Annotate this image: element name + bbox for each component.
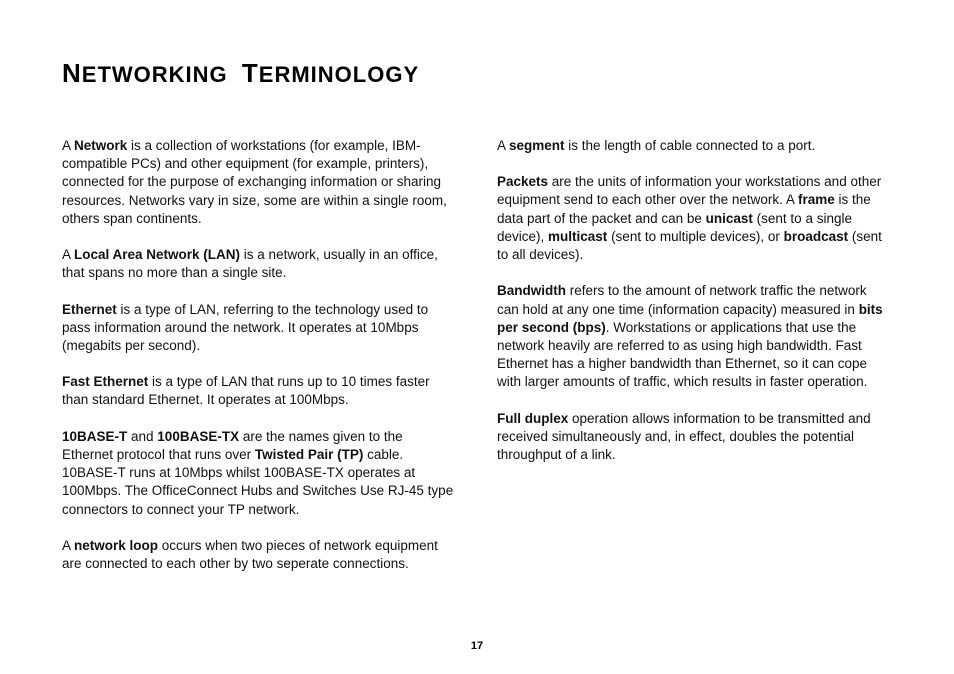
paragraph: A Local Area Network (LAN) is a network,… bbox=[62, 246, 457, 282]
right-column: A segment is the length of cable connect… bbox=[497, 137, 892, 591]
term-network: Network bbox=[74, 138, 127, 153]
heading-rest-1: ETWORKING bbox=[82, 62, 228, 87]
term-100base-tx: 100BASE-TX bbox=[157, 429, 239, 444]
paragraph: A network loop occurs when two pieces of… bbox=[62, 537, 457, 573]
term-segment: segment bbox=[509, 138, 565, 153]
paragraph: 10BASE-T and 100BASE-TX are the names gi… bbox=[62, 428, 457, 519]
term-fast-ethernet: Fast Ethernet bbox=[62, 374, 148, 389]
heading-rest-2: ERMINOLOGY bbox=[259, 62, 419, 87]
heading-cap-2: T bbox=[242, 58, 259, 88]
paragraph: Full duplex operation allows information… bbox=[497, 410, 892, 465]
page-number: 17 bbox=[0, 640, 954, 652]
term-unicast: unicast bbox=[706, 211, 753, 226]
page: NETWORKING TERMINOLOGY A Network is a co… bbox=[0, 0, 954, 674]
paragraph: A segment is the length of cable connect… bbox=[497, 137, 892, 155]
left-column: A Network is a collection of workstation… bbox=[62, 137, 457, 591]
term-bandwidth: Bandwidth bbox=[497, 283, 566, 298]
term-frame: frame bbox=[798, 192, 835, 207]
term-packets: Packets bbox=[497, 174, 548, 189]
term-twisted-pair: Twisted Pair (TP) bbox=[255, 447, 364, 462]
term-multicast: multicast bbox=[548, 229, 607, 244]
paragraph: Fast Ethernet is a type of LAN that runs… bbox=[62, 373, 457, 409]
paragraph: Packets are the units of information you… bbox=[497, 173, 892, 264]
term-network-loop: network loop bbox=[74, 538, 158, 553]
paragraph: Bandwidth refers to the amount of networ… bbox=[497, 282, 892, 391]
term-broadcast: broadcast bbox=[784, 229, 849, 244]
content-columns: A Network is a collection of workstation… bbox=[62, 137, 892, 591]
term-full-duplex: Full duplex bbox=[497, 411, 568, 426]
term-10base-t: 10BASE-T bbox=[62, 429, 127, 444]
term-lan: Local Area Network (LAN) bbox=[74, 247, 240, 262]
heading-cap-1: N bbox=[62, 58, 82, 88]
term-ethernet: Ethernet bbox=[62, 302, 117, 317]
page-title: NETWORKING TERMINOLOGY bbox=[62, 58, 892, 89]
paragraph: A Network is a collection of workstation… bbox=[62, 137, 457, 228]
paragraph: Ethernet is a type of LAN, referring to … bbox=[62, 301, 457, 356]
